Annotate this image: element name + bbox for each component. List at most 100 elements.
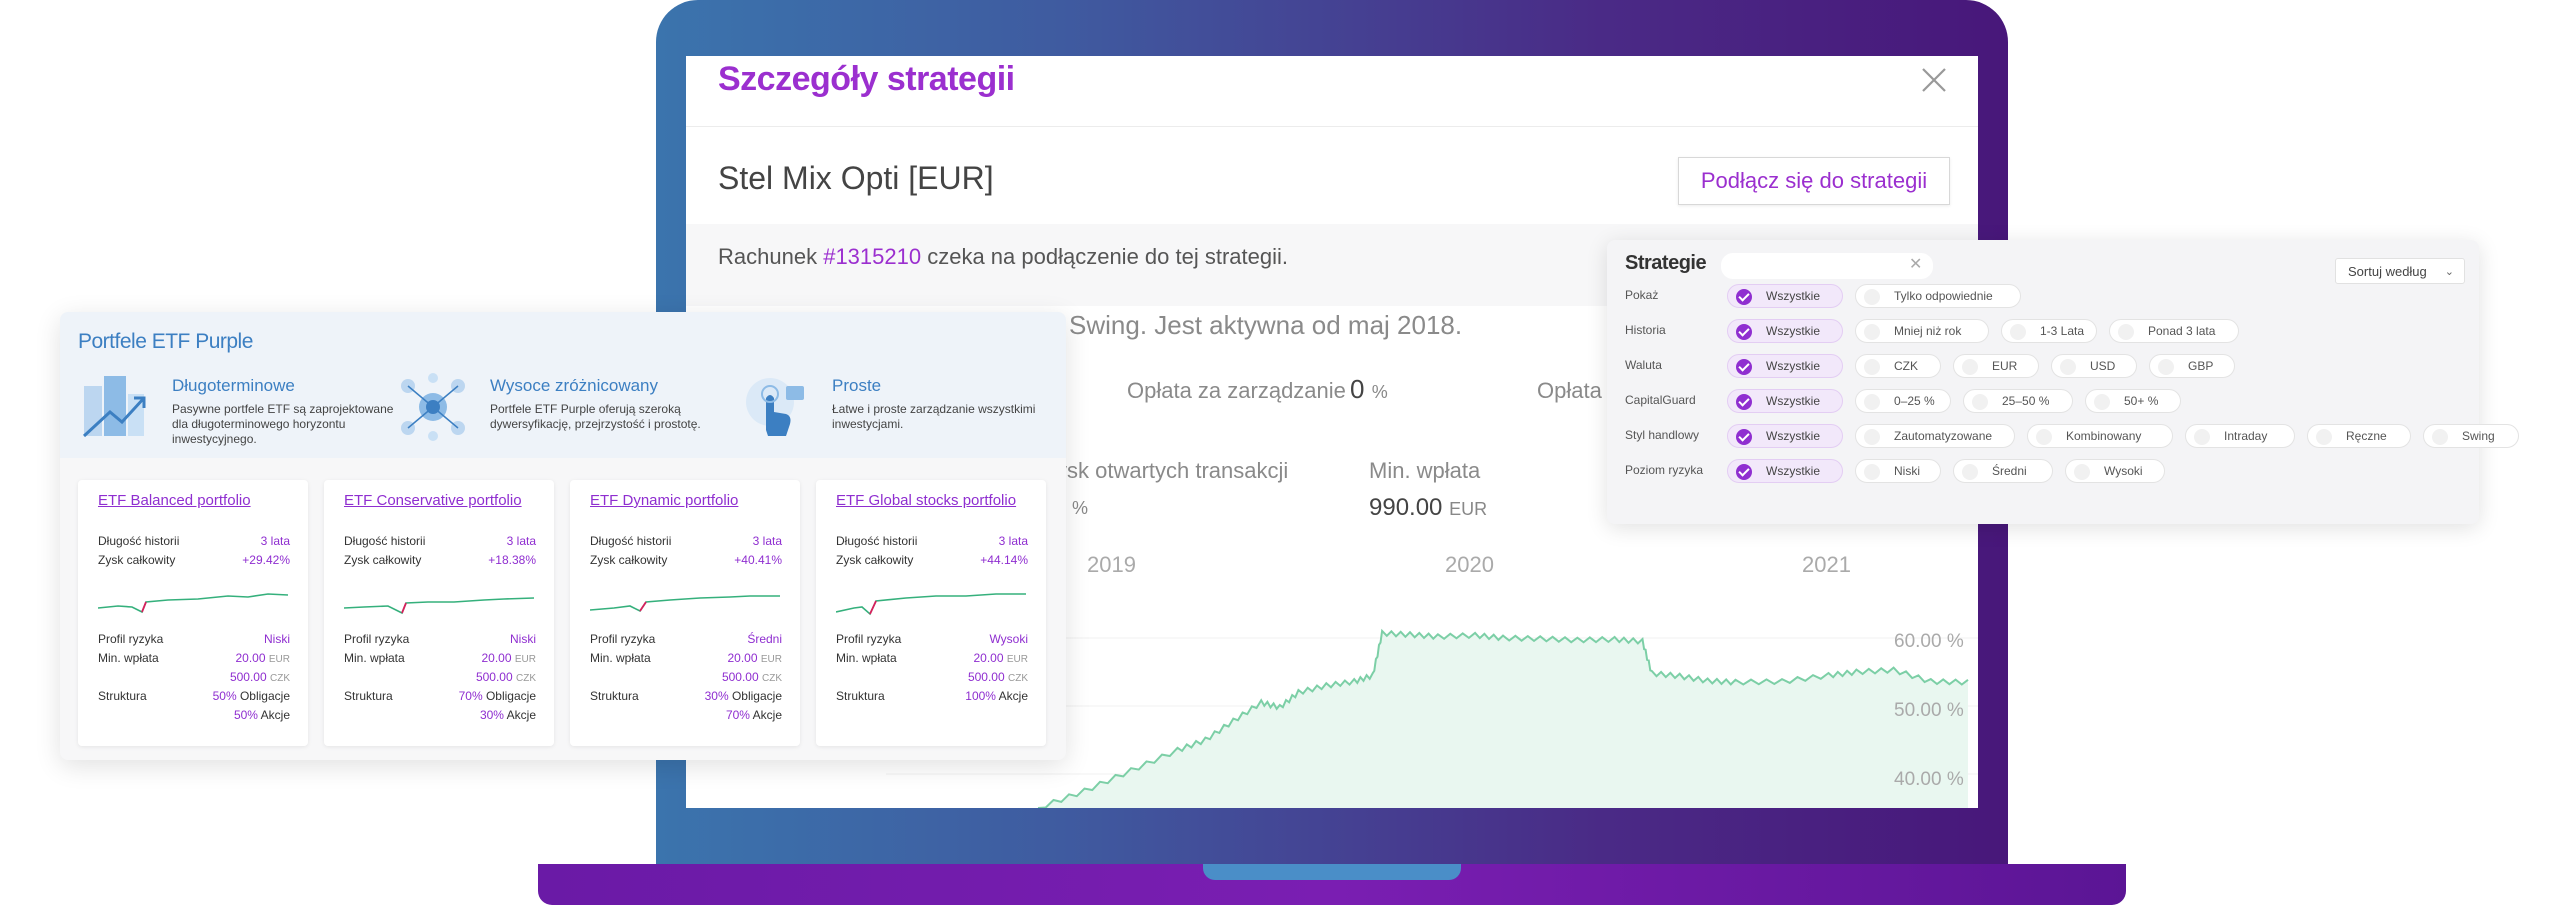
filter-option-chip[interactable]: 50+ % <box>2085 389 2181 413</box>
filter-option-label: Tylko odpowiednie <box>1894 289 1993 303</box>
filter-option-chip[interactable]: 1-3 Lata <box>2001 319 2097 343</box>
account-prefix: Rachunek <box>718 244 818 269</box>
filter-option-chip[interactable]: CZK <box>1855 354 1941 378</box>
filter-option-label: 0–25 % <box>1894 394 1935 408</box>
min-czk-value: 500.00 CZK <box>230 670 290 684</box>
structure-row: Struktura 100% Akcje <box>836 689 1028 707</box>
empty-circle-icon <box>1962 359 1978 375</box>
filter-option-label: 25–50 % <box>2002 394 2050 408</box>
structure-percent: 70% <box>458 689 483 703</box>
filter-option-chip[interactable]: Ponad 3 lata <box>2109 319 2239 343</box>
filter-option-chip[interactable]: 0–25 % <box>1855 389 1951 413</box>
portfolio-sparkline <box>836 593 1026 616</box>
join-strategy-button[interactable]: Podłącz się do strategii <box>1678 157 1950 205</box>
filter-option-chip[interactable]: Ręczne <box>2307 424 2411 448</box>
open-trades-label: ysk otwartych transakcji <box>1056 458 1289 483</box>
empty-circle-icon <box>2036 429 2052 445</box>
portfolio-sparkline <box>98 593 289 614</box>
portfolio-title-link[interactable]: ETF Conservative portfolio <box>344 492 522 509</box>
sort-select[interactable]: Sortuj według ⌄ <box>2335 258 2465 284</box>
filter-option-label: GBP <box>2188 359 2214 373</box>
filter-option-chip[interactable]: Wszystkie <box>1727 389 1843 413</box>
filter-option-chip[interactable]: Mniej niż rok <box>1855 319 1989 343</box>
risk-value: Średni <box>747 632 782 646</box>
structure-label: Struktura <box>98 689 147 703</box>
empty-circle-icon <box>1864 429 1880 445</box>
filter-option-chip[interactable]: Intraday <box>2185 424 2295 448</box>
profit-row: Zysk całkowity +40.41% <box>590 553 782 571</box>
sparkline-path <box>98 593 289 614</box>
feature-title: Proste <box>832 376 882 395</box>
filter-option-chip[interactable]: Zautomatyzowane <box>1855 424 2015 448</box>
divider <box>686 126 1978 127</box>
filter-option-label: USD <box>2090 359 2116 373</box>
account-number-link[interactable]: #1315210 <box>823 244 922 269</box>
empty-circle-icon <box>2094 394 2110 410</box>
filter-option-label: Ponad 3 lata <box>2148 324 2216 338</box>
filter-option-chip[interactable]: USD <box>2051 354 2137 378</box>
portfolio-title-link[interactable]: ETF Dynamic portfolio <box>590 492 739 509</box>
min-czk-row: 500.00 CZK <box>98 670 290 688</box>
filter-option-label: Ręczne <box>2346 429 2387 443</box>
filter-option-chip[interactable]: Wszystkie <box>1727 424 1843 448</box>
strategy-filters-panel: Strategie ✕ Sortuj według ⌄ Pokaż Wszystk… <box>1607 240 2519 524</box>
filter-option-chip[interactable]: Wszystkie <box>1727 354 1843 378</box>
portfolio-title-link[interactable]: ETF Balanced portfolio <box>98 492 251 509</box>
modal-title: Szczegóły strategii <box>718 60 1015 98</box>
structure-item: 30% Obligacje <box>705 689 782 703</box>
portfolio-title-link[interactable]: ETF Global stocks portfolio <box>836 492 1017 509</box>
filter-option-chip[interactable]: Wysoki <box>2065 459 2165 483</box>
filter-option-label: 50+ % <box>2124 394 2159 408</box>
min-czk-value: 500.00 CZK <box>722 670 782 684</box>
structure-name: Obligacje <box>239 689 290 703</box>
filter-option-label: 1-3 Lata <box>2040 324 2085 338</box>
close-icon[interactable] <box>1918 64 1950 96</box>
check-circle-icon <box>1736 289 1752 305</box>
etf-panel-title: Portfele ETF Purple <box>78 330 253 353</box>
etf-portfolio-card[interactable]: ETF Conservative portfolio Długość histor… <box>324 480 554 746</box>
etf-portfolio-card[interactable]: ETF Global stocks portfolio Długość histo… <box>816 480 1046 746</box>
profit-label: Zysk całkowity <box>590 553 668 567</box>
strategy-description: Swing. Jest aktywna od maj 2018. <box>1069 310 1463 340</box>
filter-option-chip[interactable]: Średni <box>1953 459 2053 483</box>
czk-unit: CZK <box>270 673 290 684</box>
check-circle-icon <box>1736 394 1752 410</box>
min-czk-number: 500.00 <box>229 670 267 684</box>
account-notice: Rachunek #1315210 czeka na podłączenie d… <box>718 244 1288 270</box>
filter-option-chip[interactable]: Wszystkie <box>1727 459 1843 483</box>
check-circle-icon <box>1736 324 1752 340</box>
filter-option-chip[interactable]: Tylko odpowiednie <box>1855 284 2021 308</box>
etf-portfolio-card[interactable]: ETF Dynamic portfolio Długość historii 3 l… <box>570 480 800 746</box>
filter-option-chip[interactable]: GBP <box>2149 354 2235 378</box>
buildings-icon <box>82 376 146 438</box>
filter-option-chip[interactable]: Kombinowany <box>2027 424 2173 448</box>
czk-unit: CZK <box>1008 673 1028 684</box>
portfolio-sparkline <box>590 595 780 613</box>
risk-label: Profil ryzyka <box>344 632 410 646</box>
empty-circle-icon <box>2074 464 2090 480</box>
filter-option-chip[interactable]: Wszystkie <box>1727 284 1843 308</box>
history-label: Długość historii <box>836 534 918 548</box>
empty-circle-icon <box>2010 324 2026 340</box>
structure-name: Akcje <box>998 689 1028 703</box>
filter-option-chip[interactable]: Niski <box>1855 459 1941 483</box>
empty-circle-icon <box>1972 394 1988 410</box>
filter-option-chip[interactable]: Wszystkie <box>1727 319 1843 343</box>
filter-row: Poziom ryzyka Wszystkie Niski Średni Wysoki <box>1625 459 2465 485</box>
structure-name: Akcje <box>260 708 290 722</box>
risk-label: Profil ryzyka <box>590 632 656 646</box>
filter-option-chip[interactable]: 25–50 % <box>1963 389 2073 413</box>
structure-label: Struktura <box>836 689 885 703</box>
filter-option-chip[interactable]: Swing <box>2423 424 2519 448</box>
structure-percent: 30% <box>479 708 504 722</box>
account-suffix: czeka na podłączenie do tej strategii. <box>927 244 1288 269</box>
strategy-search-input[interactable] <box>1721 253 1933 279</box>
filter-option-chip[interactable]: EUR <box>1953 354 2039 378</box>
etf-portfolio-card[interactable]: ETF Balanced portfolio Długość historii 3 … <box>78 480 308 746</box>
mgmt-fee-value: 0 % <box>1350 374 1388 405</box>
filter-row-label: CapitalGuard <box>1625 393 1696 407</box>
structure-item: 70% Obligacje <box>459 689 536 703</box>
x-tick-label: 2020 <box>1445 552 1494 577</box>
clear-search-icon[interactable]: ✕ <box>1909 256 1923 273</box>
profit-row: Zysk całkowity +44.14% <box>836 553 1028 571</box>
